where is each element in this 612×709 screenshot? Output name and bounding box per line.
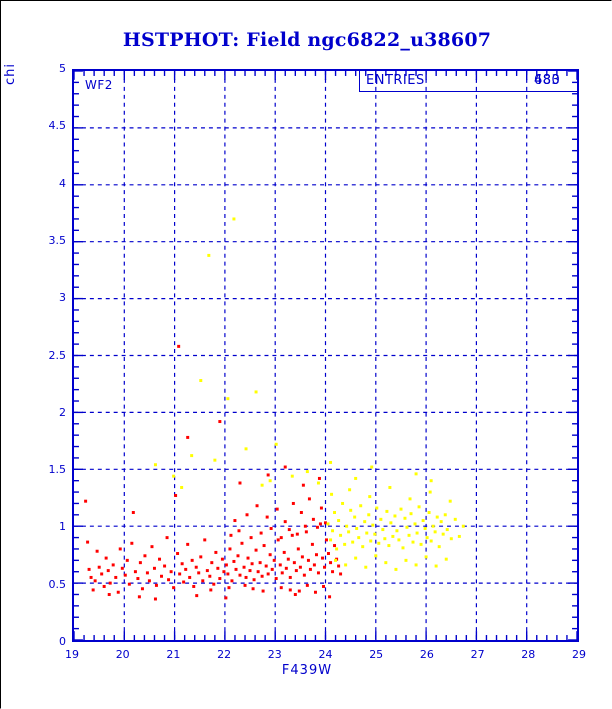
y-tick-label: 4.5 [48,119,67,133]
x-tick-label: 26 [419,648,434,661]
x-tick-label: 20 [115,648,130,661]
x-tick-label: 27 [470,648,485,661]
grid-and-ticks [74,71,577,640]
entries-value-secondary: 683 [534,73,561,88]
chip-label: WF2 [85,78,113,92]
y-axis-title: chi [3,63,18,85]
plot-area [72,69,579,642]
x-tick-label: 23 [267,648,282,661]
series-yellow-points [153,217,465,571]
y-tick-label: 4 [59,176,66,190]
x-tick-label: 21 [166,648,181,661]
x-tick-label: 29 [572,648,586,661]
y-tick-label: 0 [59,635,66,648]
page-title: HSTPHOT: Field ngc6822_u38607 [122,29,492,51]
y-tick-label: 1.5 [48,463,67,477]
scatter-points [84,217,465,601]
x-tick-label: 19 [65,648,79,661]
y-tick-label: 2.5 [48,348,67,362]
y-tick-label: 0.5 [48,577,67,591]
x-tick-label: 25 [369,648,384,661]
x-tick-label: 28 [521,648,536,661]
y-tick-label: 3 [59,291,66,305]
x-tick-label: 24 [318,648,333,661]
y-tick-label: 3.5 [48,233,67,247]
x-axis-title: F439W [281,663,333,678]
series-red-points [84,344,343,601]
y-tick-label: 1 [59,520,66,534]
entries-value-primary: 480 [534,73,561,88]
entries-box [359,70,578,92]
entries-label: ENTRIES [366,73,425,88]
y-tick-label: 2 [59,405,66,419]
x-tick-label: 22 [217,648,232,661]
y-tick-label: 5 [59,62,66,75]
